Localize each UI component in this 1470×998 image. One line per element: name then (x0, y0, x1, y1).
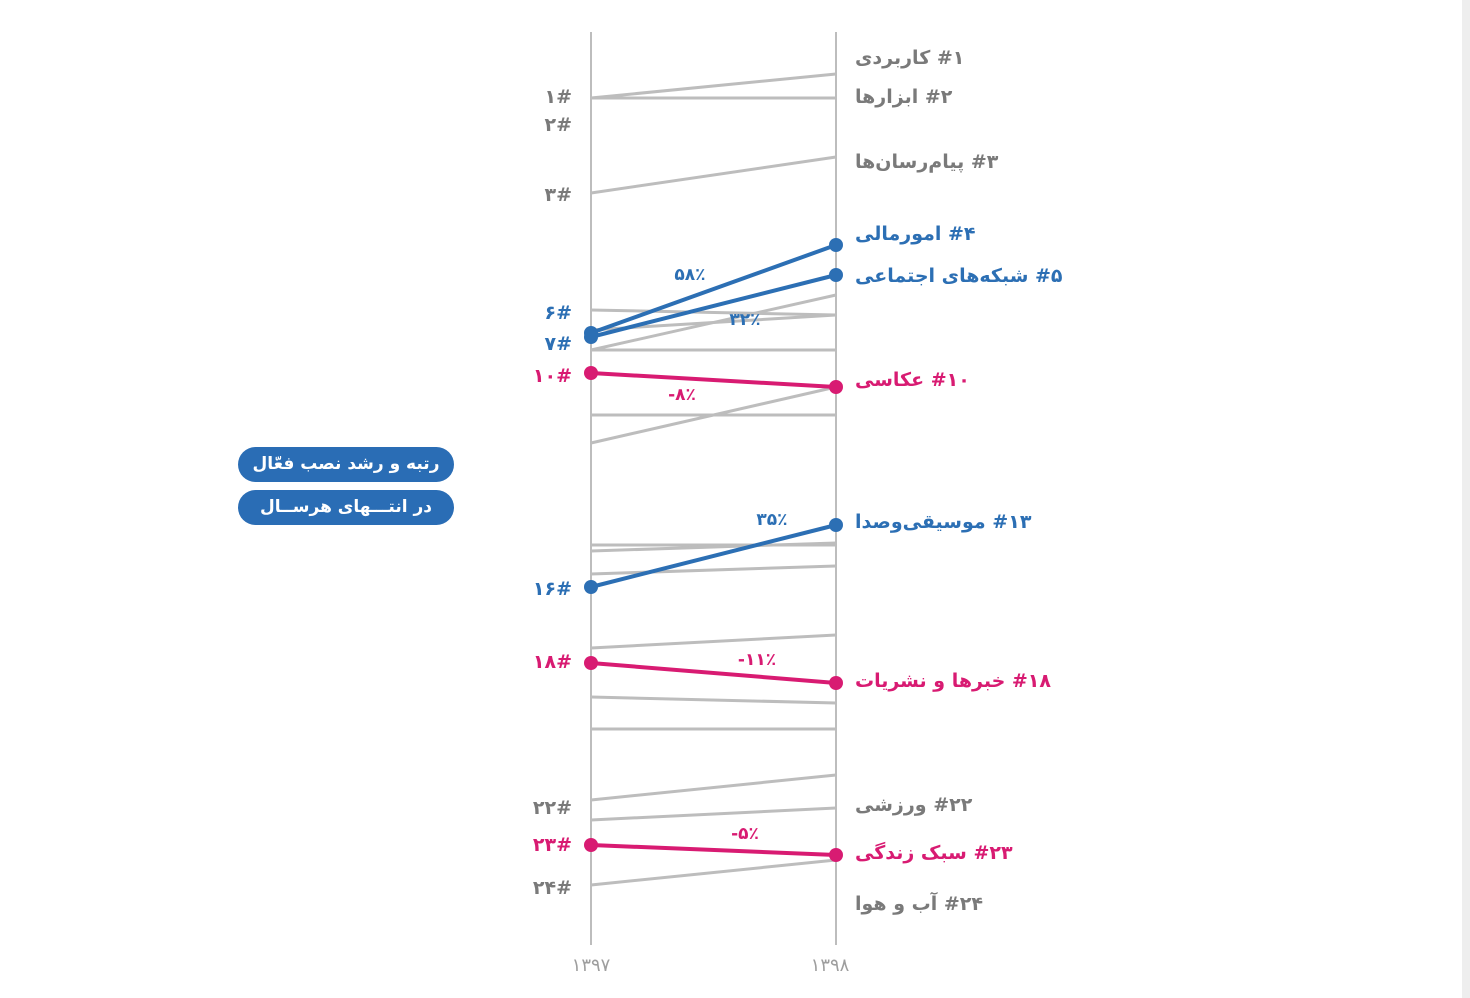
rank-label-1397: ۷# (544, 333, 572, 355)
slope-line (590, 541, 837, 553)
rank-label-1398: #۴ امورمالی (855, 223, 976, 245)
rank-label-1398: #۱ کاربردی (855, 47, 965, 69)
slope-line (590, 155, 837, 195)
point (829, 518, 843, 532)
highlight-line (590, 371, 837, 389)
rank-label-1398: #۱۳ موسیقی‌وصدا (855, 511, 1032, 533)
rank-label-1398: #۳ پیام‌رسان‌ها (855, 151, 999, 173)
slope-line (590, 806, 837, 822)
rank-label-1398: #۵ شبکه‌های اجتماعی (855, 265, 1063, 287)
slope-line (590, 564, 837, 576)
slope-line (590, 385, 837, 445)
point (584, 330, 598, 344)
rank-label-1398: #۱۸ خبرها و نشریات (855, 670, 1052, 692)
year-label: ۱۳۹۷ (571, 955, 611, 976)
point (829, 268, 843, 282)
rank-label-1397: ۱۶# (532, 578, 572, 600)
growth-label: -۱۱٪ (737, 650, 777, 670)
highlight-lines (584, 238, 843, 862)
point (829, 848, 843, 862)
rank-label-1398: #۱۰ عکاسی (855, 369, 970, 391)
slope-line (590, 308, 837, 317)
point (829, 238, 843, 252)
rank-label-1398: #۲۲ ورزشی (855, 794, 973, 816)
year-label: ۱۳۹۸ (810, 955, 850, 976)
highlight-line (590, 661, 837, 685)
point (829, 380, 843, 394)
rank-label-1397: ۲۲# (532, 797, 572, 819)
rank-label-1397: ۲۳# (532, 834, 572, 856)
edge-strip (1462, 0, 1470, 998)
slope-line (590, 72, 837, 100)
rank-label-1398: #۲ ابزارها (855, 86, 953, 108)
title-pill: رتبه و رشد نصب فعّال (238, 447, 454, 482)
growth-label: ۳۵٪ (756, 510, 788, 530)
slope-line (590, 633, 837, 650)
point (584, 580, 598, 594)
title-pill: در انتـــهای هرســال (238, 490, 454, 525)
slope-line (590, 695, 837, 705)
growth-label: ۵۸٪ (674, 265, 706, 285)
rank-label-1397: ۱# (544, 86, 572, 108)
highlight-line (590, 273, 837, 339)
slope-line (590, 773, 837, 802)
rank-label-1398: #۲۳ سبک زندگی (855, 842, 1013, 864)
rank-label-1397: ۲۴# (532, 877, 572, 899)
growth-label: -۸٪ (668, 385, 696, 405)
point (584, 838, 598, 852)
growth-label: -۵٪ (731, 824, 759, 844)
slope-line (590, 858, 837, 887)
point (584, 656, 598, 670)
rank-label-1397: ۱۸# (532, 651, 572, 673)
rank-label-1397: ۶# (544, 302, 572, 324)
point (584, 366, 598, 380)
growth-label: ۳۲٪ (729, 310, 761, 330)
gray-lines (590, 72, 837, 887)
highlight-line (590, 243, 837, 335)
rank-label-1397: ۱۰# (532, 365, 572, 387)
rank-label-1397: ۳# (544, 184, 572, 206)
rank-label-1397: ۲# (544, 114, 572, 136)
highlight-line (590, 523, 837, 589)
rank-label-1398: #۲۴ آب و هوا (855, 893, 983, 915)
highlight-line (590, 843, 837, 857)
point (829, 676, 843, 690)
